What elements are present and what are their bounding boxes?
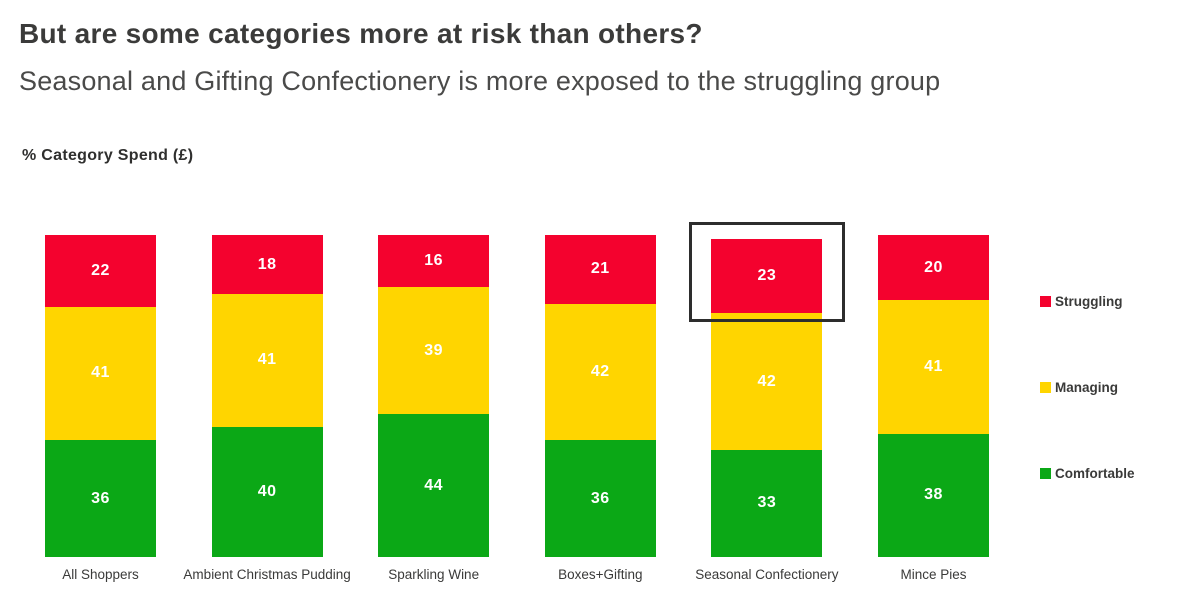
segment-value-label: 21 — [590, 260, 610, 278]
y-axis-label: % Category Spend (£) — [22, 147, 194, 164]
legend-swatch-icon — [1040, 296, 1051, 307]
legend-swatch-icon — [1040, 468, 1051, 479]
segment-value-label: 42 — [757, 372, 777, 390]
legend-label: Managing — [1055, 380, 1118, 395]
segment-value-label: 42 — [590, 362, 610, 380]
segment-value-label: 40 — [257, 483, 277, 500]
segment-managing-mince-pies: 41 — [878, 300, 989, 434]
legend-label: Comfortable — [1055, 466, 1135, 481]
page-title: But are some categories more at risk tha… — [19, 18, 703, 49]
segment-value-label: 23 — [757, 266, 777, 284]
highlight-box — [689, 222, 845, 322]
bar-mince-pies: 20 41 38 — [878, 235, 989, 557]
segment-value-label: 44 — [424, 476, 444, 494]
segment-managing-sparkling-wine: 39 — [378, 287, 490, 414]
segment-struggling-all-shoppers: 22 — [45, 235, 156, 307]
segment-value-label: 38 — [924, 486, 943, 504]
segment-value-label: 41 — [257, 351, 277, 369]
category-label-boxes-gifting: Boxes+Gifting — [558, 567, 643, 582]
segment-value-label: 33 — [757, 494, 777, 512]
segment-managing-seasonal-confectionery: 42 — [711, 313, 823, 450]
legend-item-comfortable: Comfortable — [1040, 466, 1135, 481]
segment-comfortable-seasonal-confectionery: 33 — [711, 449, 823, 557]
segment-value-label: 18 — [257, 255, 277, 273]
legend-item-managing: Managing — [1040, 380, 1135, 395]
chart-legend: Struggling Managing Comfortable — [1040, 294, 1135, 481]
segment-value-label: 41 — [91, 364, 110, 382]
category-label-sparkling-wine: Sparkling Wine — [388, 567, 480, 582]
bar-ambient-christmas-pudding: 18 41 40 — [211, 235, 323, 557]
segment-managing-ambient-christmas-pudding: 41 — [211, 293, 323, 427]
segment-value-label: 36 — [590, 489, 610, 507]
segment-value-label: 39 — [424, 341, 444, 359]
bar-seasonal-confectionery: 23 42 33 — [711, 238, 823, 557]
bar-boxes-gifting: 21 42 36 — [544, 235, 656, 557]
bar-all-shoppers: 22 41 36 — [45, 235, 156, 557]
category-label-all-shoppers: All Shoppers — [62, 567, 139, 582]
segment-comfortable-sparkling-wine: 44 — [378, 414, 490, 557]
segment-value-label: 22 — [91, 262, 110, 279]
legend-item-struggling: Struggling — [1040, 294, 1135, 309]
segment-comfortable-boxes-gifting: 36 — [544, 440, 656, 557]
bar-sparkling-wine: 16 39 44 — [378, 235, 490, 557]
page-subtitle: Seasonal and Gifting Confectionery is mo… — [19, 66, 941, 96]
category-label-seasonal-confectionery: Seasonal Confectionery — [695, 567, 839, 582]
legend-label: Struggling — [1055, 294, 1123, 309]
segment-struggling-mince-pies: 20 — [878, 235, 989, 301]
segment-value-label: 36 — [91, 489, 110, 507]
segment-struggling-seasonal-confectionery: 23 — [711, 238, 823, 314]
category-label-ambient-christmas-pudding: Ambient Christmas Pudding — [183, 567, 351, 582]
segment-struggling-boxes-gifting: 21 — [544, 235, 656, 304]
segment-struggling-ambient-christmas-pudding: 18 — [211, 235, 323, 294]
legend-swatch-icon — [1040, 382, 1051, 393]
segment-comfortable-all-shoppers: 36 — [45, 440, 156, 557]
segment-value-label: 20 — [924, 258, 943, 276]
segment-value-label: 41 — [924, 357, 943, 375]
segment-struggling-sparkling-wine: 16 — [378, 235, 490, 288]
segment-comfortable-ambient-christmas-pudding: 40 — [211, 427, 323, 557]
segment-managing-all-shoppers: 41 — [45, 306, 156, 440]
segment-comfortable-mince-pies: 38 — [878, 433, 989, 557]
segment-managing-boxes-gifting: 42 — [544, 303, 656, 440]
segment-value-label: 16 — [424, 252, 444, 270]
category-label-mince-pies: Mince Pies — [900, 567, 967, 582]
